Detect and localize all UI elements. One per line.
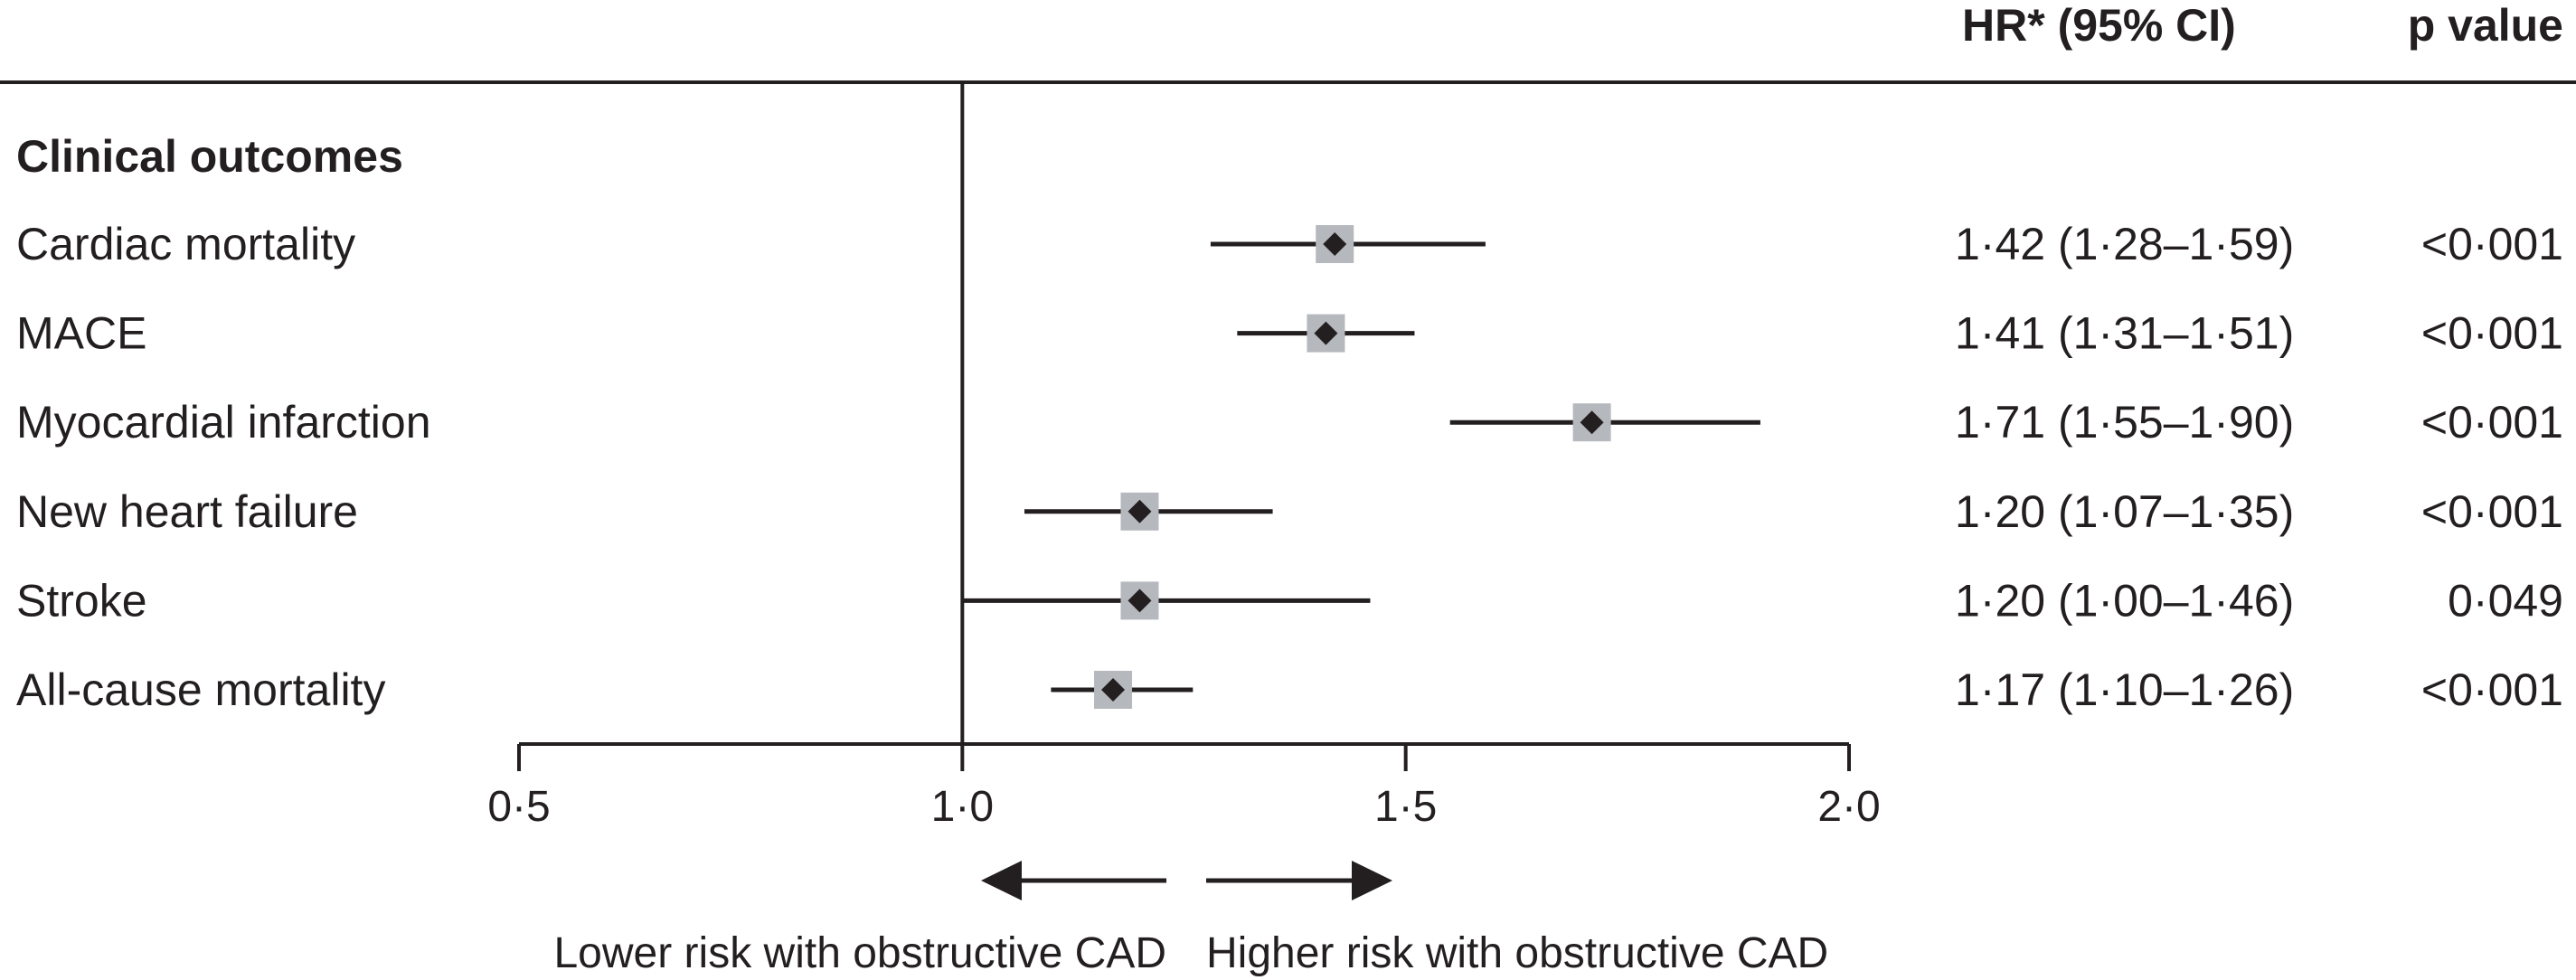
header-p-value: p value xyxy=(2408,0,2563,51)
hr-ci-value: 1·20 (1·07–1·35) xyxy=(1955,486,2294,537)
outcome-row: Stroke 1·20 (1·00–1·46) 0·049 xyxy=(16,575,2563,626)
outcome-label: Stroke xyxy=(16,575,147,626)
outcome-label: Cardiac mortality xyxy=(16,219,355,269)
p-value: <0·001 xyxy=(2421,308,2563,359)
header-hr-ci: HR* (95% CI) xyxy=(1962,0,2236,51)
higher-risk-arrow-head xyxy=(1352,861,1392,900)
outcome-rows: Cardiac mortality 1·42 (1·28–1·59) <0·001M… xyxy=(16,219,2563,715)
hr-marker xyxy=(1128,589,1152,613)
outcome-label: MACE xyxy=(16,308,146,359)
x-tick-label: 1·5 xyxy=(1374,783,1437,831)
x-axis: 0·5 1·0 1·5 2·0 xyxy=(487,742,1881,831)
x-tick-label: 2·0 xyxy=(1817,783,1880,831)
hr-marker xyxy=(1580,410,1604,435)
hr-marker xyxy=(1314,321,1338,345)
hr-ci-value: 1·42 (1·28–1·59) xyxy=(1955,219,2294,269)
hr-ci-value: 1·20 (1·00–1·46) xyxy=(1955,575,2294,626)
x-tick-label: 1·0 xyxy=(931,783,994,831)
direction-arrows xyxy=(981,861,1392,900)
section-title: Clinical outcomes xyxy=(16,131,403,182)
outcome-row: Myocardial infarction 1·71 (1·55–1·90) <0·… xyxy=(16,397,2563,448)
hr-marker xyxy=(1128,499,1152,523)
hr-ci-value: 1·41 (1·31–1·51) xyxy=(1955,308,2294,359)
outcome-row: Cardiac mortality 1·42 (1·28–1·59) <0·001 xyxy=(16,219,2563,269)
outcome-label: All-cause mortality xyxy=(16,664,385,715)
p-value: 0·049 xyxy=(2448,575,2563,626)
outcome-label: New heart failure xyxy=(16,486,358,537)
outcome-row: All-cause mortality 1·17 (1·10–1·26) <0·00… xyxy=(16,664,2563,715)
p-value: <0·001 xyxy=(2421,664,2563,715)
p-value: <0·001 xyxy=(2421,397,2563,448)
hr-ci-value: 1·71 (1·55–1·90) xyxy=(1955,397,2294,448)
hr-marker xyxy=(1101,678,1126,702)
lower-risk-arrow-head xyxy=(981,861,1022,900)
outcome-row: MACE 1·41 (1·31–1·51) <0·001 xyxy=(16,308,2563,359)
lower-risk-label: Lower risk with obstructive CAD xyxy=(553,929,1166,977)
outcome-row: New heart failure 1·20 (1·07–1·35) <0·001 xyxy=(16,486,2563,537)
p-value: <0·001 xyxy=(2421,219,2563,269)
x-tick-label: 0·5 xyxy=(487,783,550,831)
outcome-label: Myocardial infarction xyxy=(16,397,431,448)
hr-marker xyxy=(1323,232,1347,256)
hr-ci-value: 1·17 (1·10–1·26) xyxy=(1955,664,2294,715)
higher-risk-label: Higher risk with obstructive CAD xyxy=(1206,929,1828,977)
p-value: <0·001 xyxy=(2421,486,2563,537)
